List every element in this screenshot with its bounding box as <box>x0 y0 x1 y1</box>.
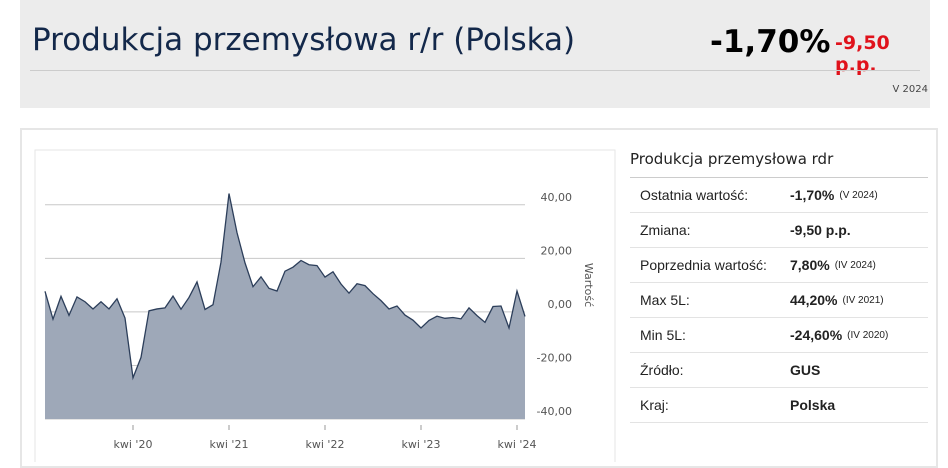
row-label: Max 5L: <box>640 292 690 308</box>
row-note: (IV 2020) <box>847 329 889 341</box>
x-tick-label: kwi '24 <box>498 438 537 451</box>
table-row: Poprzednia wartość: 7,80% (IV 2024) <box>630 248 928 283</box>
row-label: Zmiana: <box>640 222 691 238</box>
row-label: Ostatnia wartość: <box>640 187 749 203</box>
row-value: -24,60% <box>790 327 843 343</box>
table-row: Kraj: Polska <box>630 388 928 423</box>
area <box>45 193 525 419</box>
period: V 2024 <box>892 84 928 95</box>
row-label: Min 5L: <box>640 327 686 343</box>
info-table: Produkcja przemysłowa rdr Ostatnia wartoś… <box>630 150 928 423</box>
row-note: (IV 2021) <box>842 294 884 306</box>
table-row: Zmiana: -9,50 p.p. <box>630 213 928 248</box>
row-label: Źródło: <box>640 362 684 378</box>
y-tick-label: 20,00 <box>541 244 573 257</box>
row-note: (IV 2024) <box>834 259 876 271</box>
y-tick-label: -20,00 <box>537 351 572 364</box>
y-tick-label: 40,00 <box>541 191 573 204</box>
row-value: -1,70% <box>790 187 835 203</box>
y-tick-label: -40,00 <box>537 405 572 418</box>
table-row: Źródło: GUS <box>630 353 928 388</box>
table-title: Produkcja przemysłowa rdr <box>630 150 928 178</box>
line <box>44 193 526 381</box>
row-value: 44,20% <box>790 292 838 308</box>
y-axis-title: Wartość <box>582 263 595 307</box>
table-row: Max 5L: 44,20% (IV 2021) <box>630 283 928 318</box>
row-label: Poprzednia wartość: <box>640 257 767 273</box>
x-tick-label: kwi '21 <box>210 438 249 451</box>
row-note: (V 2024) <box>839 189 878 201</box>
row-value: 7,80% <box>790 257 830 273</box>
latest-value: -1,70% <box>710 24 831 60</box>
header: Produkcja przemysłowa r/r (Polska) -1,70… <box>20 0 930 108</box>
divider <box>30 70 920 71</box>
y-tick-label: 0,00 <box>548 298 573 311</box>
row-value: GUS <box>790 362 821 378</box>
title: Produkcja przemysłowa r/r (Polska) <box>32 22 576 58</box>
row-label: Kraj: <box>640 397 669 413</box>
x-tick-label: kwi '22 <box>306 438 345 451</box>
table-row: Min 5L: -24,60% (IV 2020) <box>630 318 928 353</box>
row-value: Polska <box>790 397 836 413</box>
x-tick-label: kwi '23 <box>402 438 441 451</box>
x-tick-label: kwi '20 <box>114 438 153 451</box>
table-row: Ostatnia wartość: -1,70% (V 2024) <box>630 178 928 213</box>
row-value: -9,50 p.p. <box>790 222 851 238</box>
